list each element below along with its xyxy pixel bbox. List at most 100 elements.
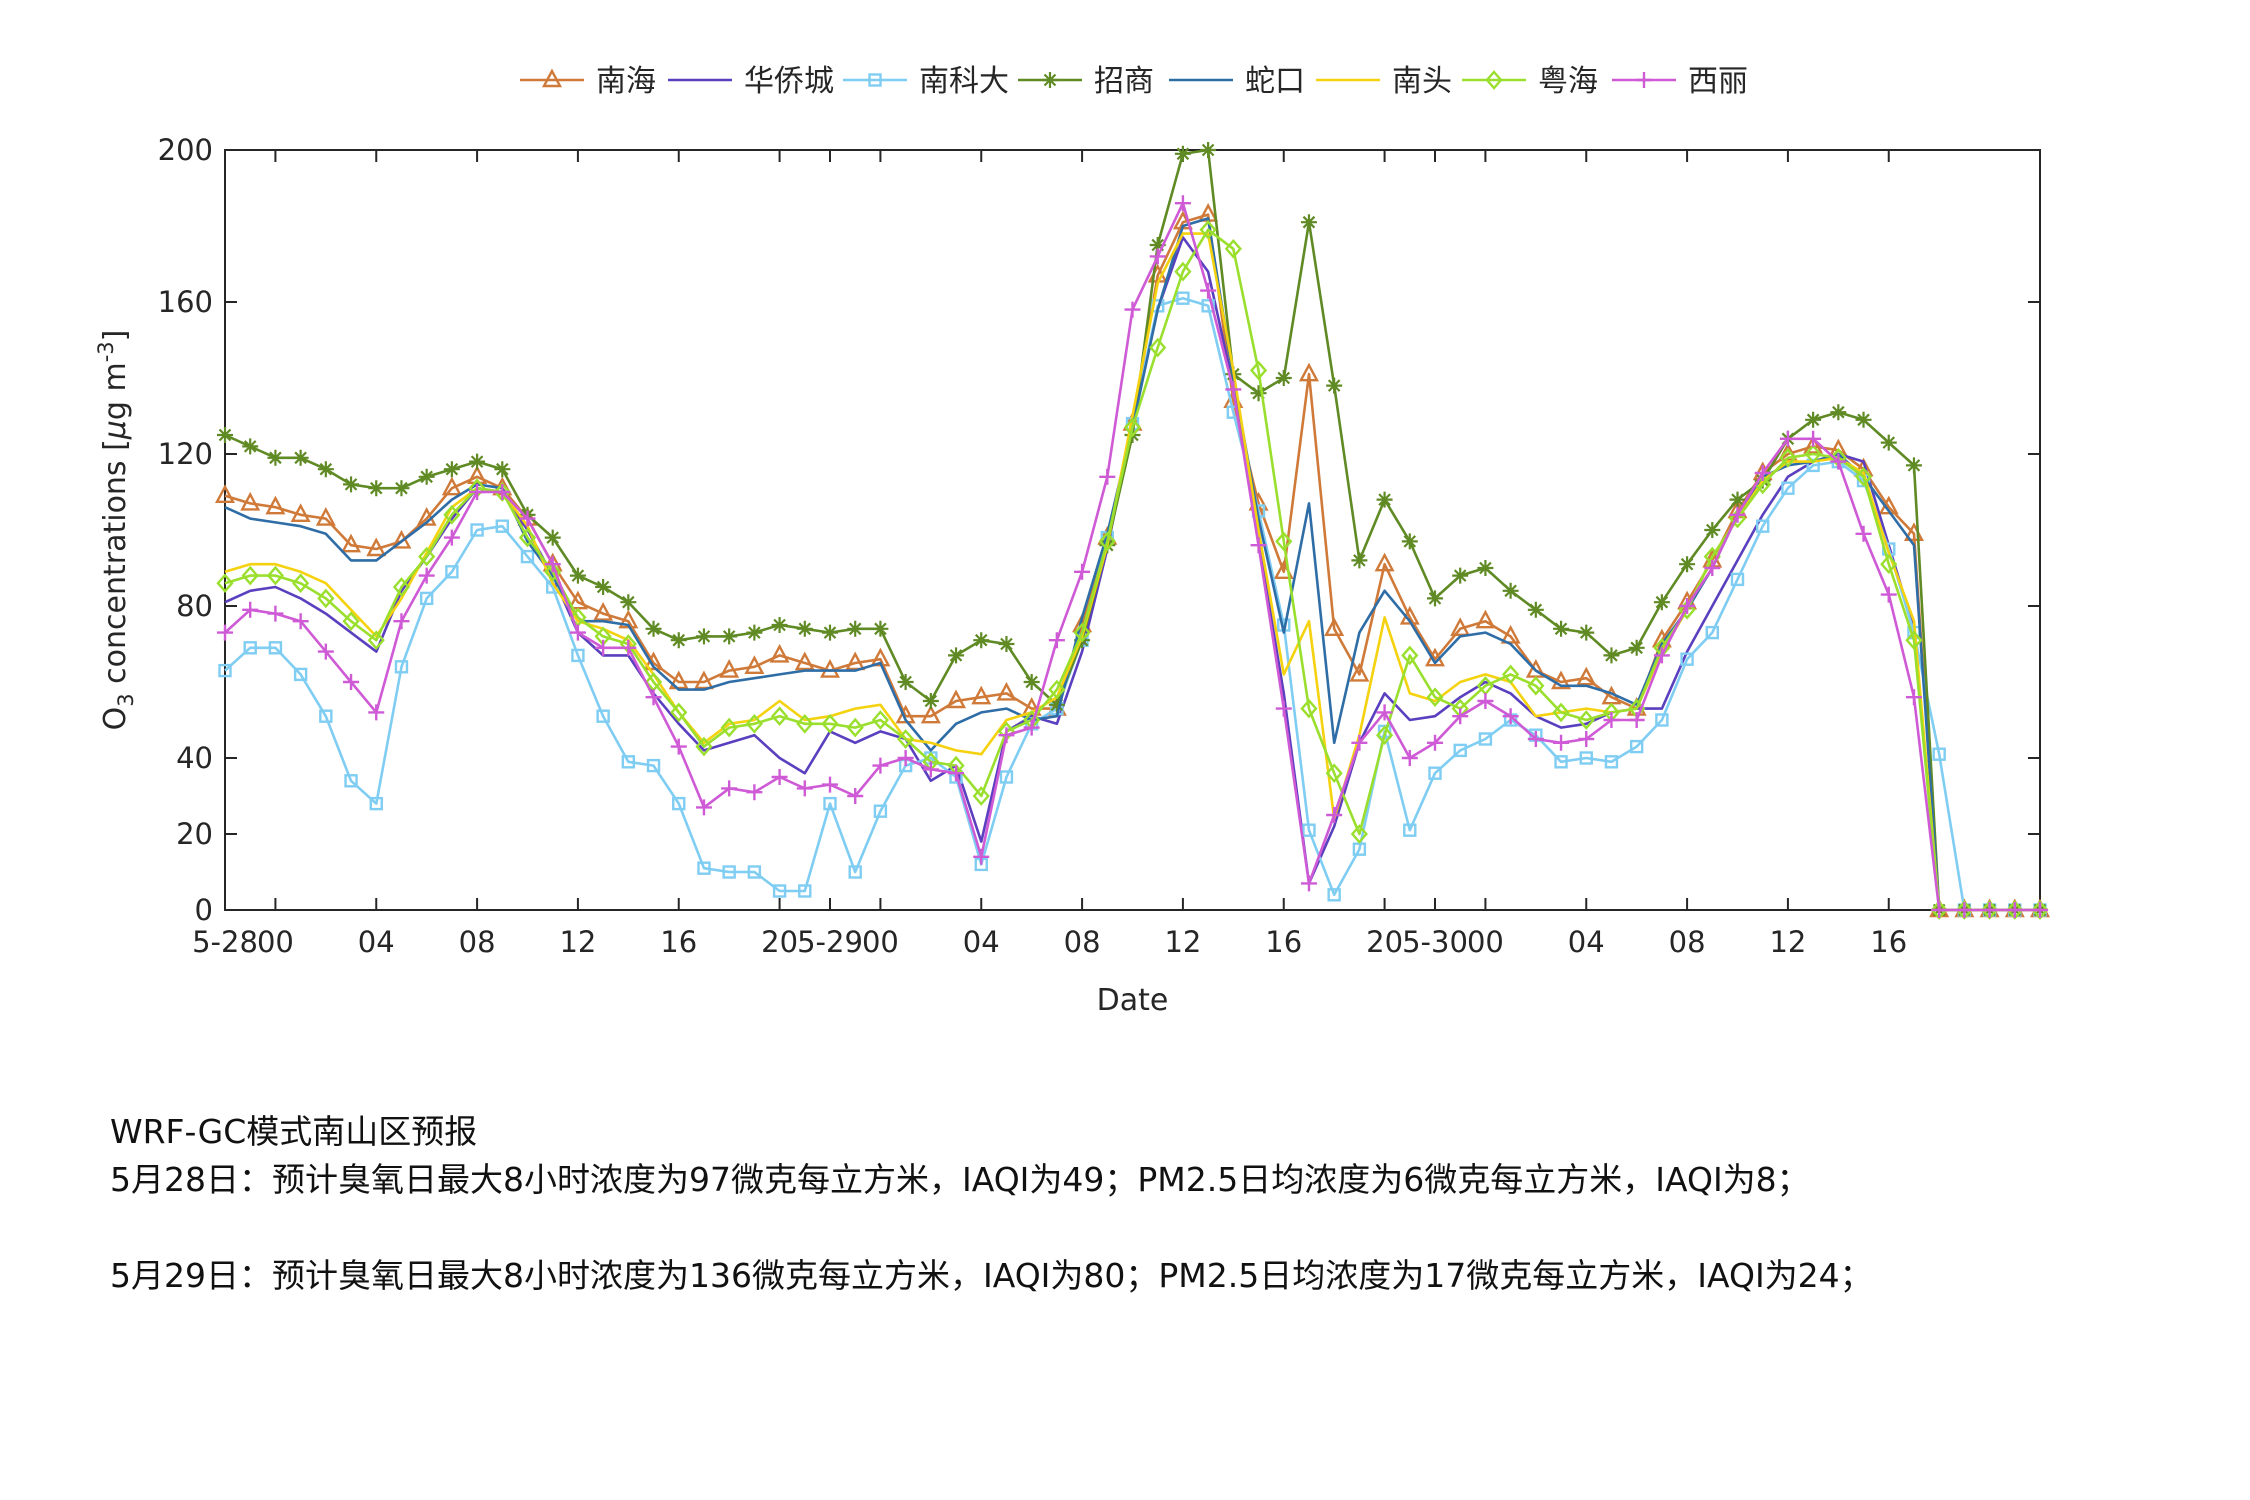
legend-label: 南头 xyxy=(1392,64,1452,99)
data-point xyxy=(670,738,687,755)
legend-item: 南头 xyxy=(1316,64,1452,99)
data-point xyxy=(1905,689,1922,706)
series-7 xyxy=(216,219,2049,920)
data-point xyxy=(1680,652,1694,666)
data-point xyxy=(1729,491,1746,508)
data-point xyxy=(1502,582,1519,599)
y-tick-label: 80 xyxy=(176,589,213,623)
x-tick-label: 12 xyxy=(1164,925,1201,959)
data-point xyxy=(217,427,233,443)
data-point xyxy=(770,706,789,727)
data-point xyxy=(746,624,763,641)
data-point xyxy=(1704,522,1721,538)
data-point xyxy=(342,611,360,632)
legend-marker xyxy=(1485,70,1503,90)
data-point xyxy=(1804,444,1822,464)
data-point xyxy=(343,476,360,493)
data-point xyxy=(243,641,257,655)
data-point xyxy=(593,602,614,621)
data-point xyxy=(443,504,461,525)
data-point xyxy=(520,549,535,564)
data-point xyxy=(1149,237,1166,253)
data-point xyxy=(1324,617,1345,636)
data-point xyxy=(469,484,486,500)
legend-item: 西丽 xyxy=(1612,64,1748,99)
data-point xyxy=(1806,458,1820,473)
data-point xyxy=(470,523,484,537)
data-point xyxy=(1048,679,1066,700)
forecast-spacer xyxy=(110,1204,1873,1252)
data-point xyxy=(1705,625,1719,640)
data-point xyxy=(544,529,561,546)
data-point xyxy=(1552,702,1570,723)
data-point xyxy=(1275,531,1293,552)
data-point xyxy=(1021,697,1042,716)
data-point xyxy=(1376,704,1393,721)
plot-area xyxy=(224,149,2041,911)
data-point xyxy=(595,579,612,595)
data-point xyxy=(1199,219,1217,240)
data-point xyxy=(1452,708,1469,725)
x-tick-label: 08 xyxy=(1669,925,1706,959)
data-point xyxy=(1300,698,1318,719)
data-point xyxy=(971,685,992,705)
x-tick-label: 00 xyxy=(862,925,899,959)
legend-label: 南科大 xyxy=(919,64,1009,99)
forecast-line-may29: 5月29日：预计臭氧日最大8小时浓度为136微克每立方米，IAQI为80；PM2… xyxy=(110,1256,1873,1295)
data-point xyxy=(1478,732,1493,746)
data-point xyxy=(670,632,687,649)
x-tick-label: 16 xyxy=(1265,925,1302,959)
y-tick-label: 0 xyxy=(195,893,213,927)
data-point xyxy=(1653,594,1670,611)
data-point xyxy=(744,655,765,674)
data-point xyxy=(317,461,334,478)
data-point xyxy=(418,546,436,567)
data-point xyxy=(1376,491,1393,508)
data-point xyxy=(948,765,965,782)
series-layer xyxy=(215,142,2050,920)
data-point xyxy=(620,594,637,611)
data-point xyxy=(495,519,509,533)
data-point xyxy=(392,577,411,597)
data-point xyxy=(1453,743,1467,758)
data-point xyxy=(1880,434,1897,451)
x-axis: 5-28 00 04 08 12 16 20 5-29 00 04 08 12 16 20 5-30 00 04… xyxy=(192,150,1907,959)
data-point xyxy=(1326,377,1343,394)
data-point xyxy=(1475,609,1496,629)
data-point xyxy=(267,605,284,622)
x-tick-label: 5-28 xyxy=(192,925,258,959)
data-point xyxy=(1805,411,1822,428)
data-point xyxy=(872,757,889,774)
data-point xyxy=(1452,567,1469,584)
y-tick-label: 20 xyxy=(176,817,213,851)
data-point xyxy=(1300,214,1317,231)
data-point xyxy=(569,567,586,584)
x-tick-label: 16 xyxy=(1870,925,1907,959)
data-point xyxy=(1830,404,1847,421)
data-point xyxy=(2006,902,2023,918)
legend-item: 粤海 xyxy=(1462,64,1598,99)
legend-label: 华侨城 xyxy=(744,64,834,99)
data-point xyxy=(1527,675,1545,696)
data-point xyxy=(1905,630,1923,651)
data-point xyxy=(443,461,460,478)
data-point xyxy=(1374,552,1395,572)
data-point xyxy=(1401,750,1418,766)
data-point xyxy=(897,674,914,690)
x-tick-label: 5-29 xyxy=(797,925,863,959)
legend-marker xyxy=(868,73,882,87)
data-point xyxy=(1073,622,1091,643)
data-point xyxy=(1729,506,1746,523)
data-point xyxy=(1805,430,1822,447)
data-point xyxy=(1149,337,1167,358)
data-point xyxy=(720,717,738,738)
data-point xyxy=(394,660,409,674)
series-line xyxy=(224,213,2040,912)
data-point xyxy=(419,591,434,606)
legend-label: 西丽 xyxy=(1688,64,1748,99)
data-point xyxy=(1350,824,1368,844)
legend-label: 蛇口 xyxy=(1245,64,1305,99)
data-point xyxy=(393,613,410,630)
data-point xyxy=(847,620,864,637)
data-point xyxy=(897,729,915,749)
